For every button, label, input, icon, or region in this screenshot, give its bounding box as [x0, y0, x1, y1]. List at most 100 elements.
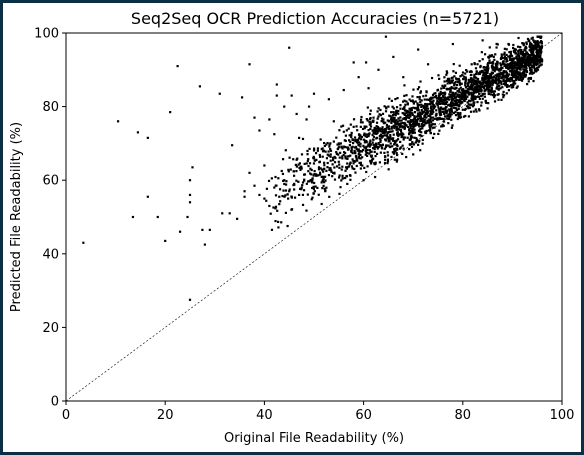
- data-point: [452, 63, 455, 66]
- data-point: [540, 58, 544, 61]
- data-point: [482, 77, 485, 80]
- data-point: [349, 174, 352, 177]
- data-point: [411, 127, 414, 130]
- data-point: [527, 64, 530, 67]
- data-point: [482, 65, 486, 69]
- data-point: [409, 109, 412, 112]
- data-point: [486, 64, 490, 68]
- data-point: [421, 142, 424, 145]
- data-point: [335, 136, 338, 139]
- data-point: [520, 58, 523, 61]
- data-point: [511, 83, 514, 86]
- data-point: [375, 144, 378, 147]
- data-point: [530, 66, 533, 69]
- data-point: [481, 69, 484, 72]
- data-point: [518, 72, 522, 75]
- data-point: [418, 130, 422, 133]
- data-point: [496, 73, 499, 76]
- data-point: [483, 92, 486, 95]
- data-point: [437, 106, 440, 109]
- data-point: [146, 136, 149, 139]
- data-point: [375, 121, 379, 124]
- data-point: [528, 49, 531, 52]
- data-point: [435, 94, 438, 98]
- data-point: [443, 84, 446, 87]
- data-point: [411, 112, 414, 115]
- data-point: [458, 113, 461, 116]
- data-point: [455, 86, 458, 89]
- data-point: [191, 166, 194, 169]
- data-point: [198, 85, 202, 88]
- data-point: [535, 69, 538, 72]
- data-point: [332, 140, 335, 143]
- data-point: [274, 175, 277, 179]
- data-point: [401, 121, 404, 125]
- data-point: [424, 107, 428, 110]
- data-point: [504, 63, 508, 66]
- data-point: [480, 51, 483, 54]
- data-point: [418, 95, 421, 99]
- data-point: [487, 89, 490, 93]
- data-point: [357, 76, 360, 79]
- data-point: [381, 126, 384, 129]
- data-point: [391, 118, 394, 122]
- data-point: [399, 104, 402, 107]
- data-point: [420, 108, 423, 112]
- data-point: [406, 125, 409, 129]
- data-point: [343, 145, 346, 148]
- data-point: [484, 80, 488, 83]
- data-point: [402, 138, 405, 141]
- data-point: [495, 63, 498, 67]
- data-point: [421, 123, 424, 127]
- data-point: [506, 64, 509, 67]
- data-point: [321, 168, 324, 171]
- data-point: [504, 84, 507, 87]
- data-point: [390, 125, 393, 129]
- data-point: [429, 110, 432, 113]
- data-point: [399, 122, 402, 125]
- data-point: [188, 179, 192, 182]
- data-point: [491, 61, 494, 64]
- data-point: [530, 42, 533, 46]
- data-point: [397, 117, 400, 120]
- data-point: [274, 205, 278, 208]
- data-point: [424, 102, 427, 106]
- data-point: [341, 157, 344, 160]
- data-point: [505, 58, 508, 61]
- data-point: [410, 135, 413, 138]
- data-point: [476, 86, 479, 89]
- data-point: [532, 53, 535, 56]
- data-point: [460, 74, 464, 77]
- data-point: [307, 170, 310, 173]
- data-point: [329, 155, 332, 158]
- data-point: [312, 155, 315, 158]
- data-point: [276, 209, 279, 212]
- data-point: [519, 60, 522, 63]
- data-point: [538, 61, 541, 64]
- data-point: [492, 76, 496, 79]
- data-point: [441, 100, 444, 104]
- data-point: [301, 137, 305, 141]
- data-point: [487, 76, 490, 79]
- data-point: [496, 63, 499, 66]
- data-point: [494, 53, 497, 56]
- data-point: [409, 126, 412, 130]
- data-point: [329, 149, 333, 152]
- data-point: [307, 158, 310, 161]
- data-point: [489, 93, 493, 96]
- data-point: [464, 76, 467, 79]
- data-point: [377, 68, 380, 71]
- data-point: [332, 120, 335, 123]
- data-point: [329, 142, 332, 145]
- data-point: [376, 147, 379, 150]
- data-point: [365, 151, 368, 154]
- data-point: [316, 149, 319, 152]
- data-point: [339, 142, 342, 145]
- data-point: [484, 66, 487, 69]
- data-point: [295, 179, 298, 182]
- data-point: [419, 80, 422, 83]
- data-point: [510, 67, 513, 71]
- data-point: [467, 105, 470, 108]
- data-point: [524, 62, 528, 65]
- data-point: [398, 119, 401, 122]
